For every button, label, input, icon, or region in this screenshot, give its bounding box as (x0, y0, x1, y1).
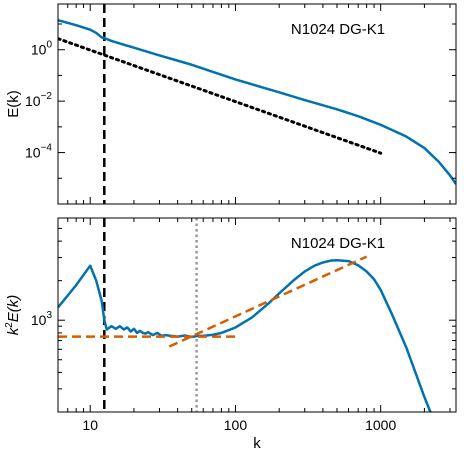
panel1-xtick-label-2: 1000 (365, 417, 396, 433)
panel0-ytick-label-2: 10−4 (25, 143, 52, 161)
bottom-y-axis-label: k2E(k) (4, 295, 22, 336)
panel0-series-1-dotted (58, 37, 383, 155)
bottom-y-label-rest: E(k) (5, 295, 22, 323)
panel0-ytick-label-0: 100 (31, 40, 53, 58)
panel1-series-0-solid (58, 259, 432, 412)
top-plot-frame (57, 3, 457, 205)
top-annotation: N1024 DG-K1 (291, 21, 385, 38)
ytick-exponent: −2 (41, 91, 53, 102)
bottom-plot-frame (57, 217, 457, 413)
bottom-x-axis-label: k (253, 435, 261, 452)
ytick-base: 10 (31, 42, 47, 58)
panel1-ytick-label-0: 103 (31, 310, 53, 328)
ytick-base: 10 (31, 312, 47, 328)
panel1-xtick-label-0: 10 (82, 417, 98, 433)
panel0-ytick-label-1: 10−2 (25, 91, 52, 109)
top-y-axis-label: E(k) (5, 90, 22, 118)
bottom-y-label-exp: 2 (4, 322, 15, 328)
panel0-series-0-solid (58, 19, 456, 185)
ytick-base: 10 (25, 93, 41, 109)
bottom-y-label-k: k (5, 326, 22, 335)
bottom-annotation: N1024 DG-K1 (291, 235, 385, 252)
ytick-base: 10 (25, 145, 41, 161)
ytick-exponent: −4 (41, 143, 53, 154)
ytick-exponent: 3 (46, 310, 52, 321)
ytick-exponent: 0 (46, 40, 52, 51)
panel1-series-2-dashed (168, 255, 368, 348)
panel1-xtick-label-1: 100 (224, 417, 248, 433)
